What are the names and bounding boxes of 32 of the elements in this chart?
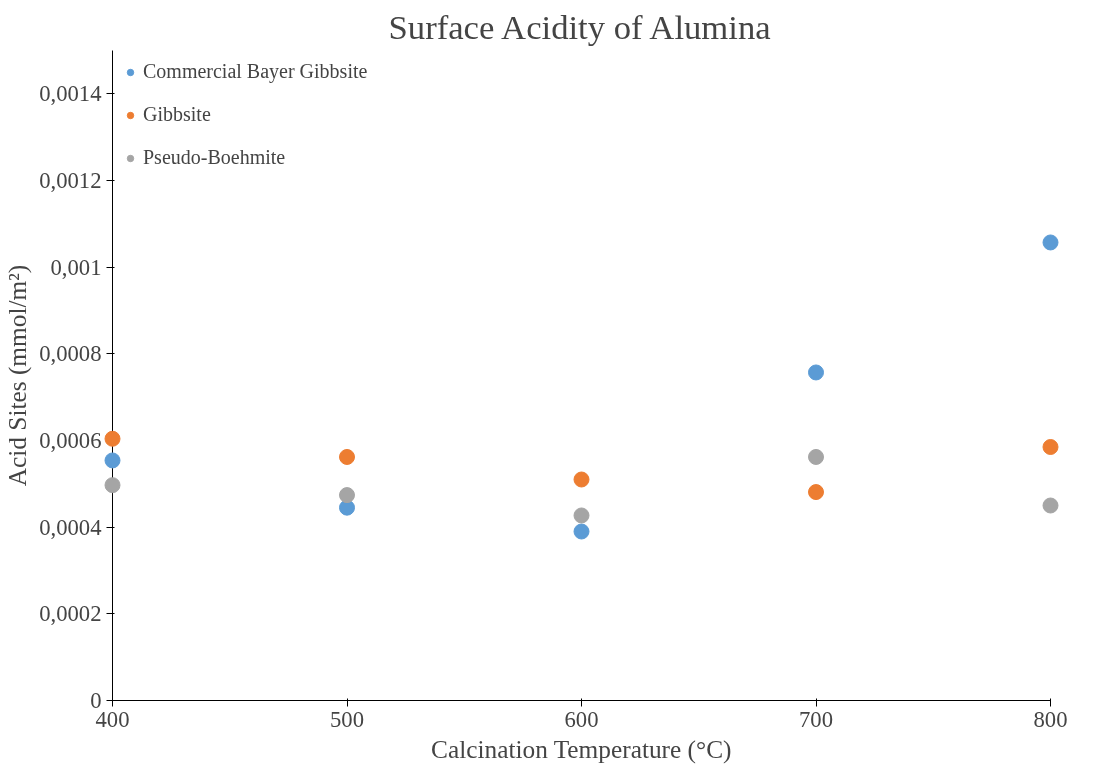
y-tick-label: 0,0008: [39, 341, 102, 367]
x-axis-title: Calcination Temperature (°C): [431, 734, 732, 764]
point: [1042, 439, 1059, 455]
y-tick-label: 0,0006: [39, 428, 102, 453]
y-tick-label: 0: [90, 688, 102, 713]
x-tick-label: 500: [330, 706, 364, 732]
point: [808, 364, 824, 381]
legend-label: Pseudo-Boehmite: [143, 146, 286, 169]
point: [573, 507, 590, 524]
point: [808, 448, 824, 465]
x-tick-label: 800: [1033, 706, 1068, 732]
point: [1042, 234, 1059, 251]
chart-title: Surface Acidity of Alumina: [388, 7, 771, 46]
point: [104, 430, 121, 447]
y-tick-label: 0,0014: [39, 81, 102, 107]
legend-label: Gibbsite: [143, 103, 211, 126]
point: [1042, 497, 1059, 514]
point: [808, 484, 824, 501]
legend-label: Commercial Bayer Gibbsite: [143, 60, 368, 83]
point: [104, 477, 121, 494]
y-tick-label: 0,0002: [39, 601, 102, 627]
point: [104, 452, 121, 469]
y-tick-label: 0,0004: [39, 514, 102, 540]
point: [339, 487, 355, 504]
y-axis-title: Acid Sites (mmol/m²): [3, 264, 33, 487]
y-tick-label: 0,001: [50, 254, 102, 280]
point: [339, 448, 355, 465]
x-tick-label: 700: [799, 706, 833, 732]
point: [573, 523, 590, 540]
point: [573, 471, 590, 488]
y-tick-label: 0,0012: [39, 168, 102, 193]
x-tick-label: 600: [564, 706, 599, 732]
